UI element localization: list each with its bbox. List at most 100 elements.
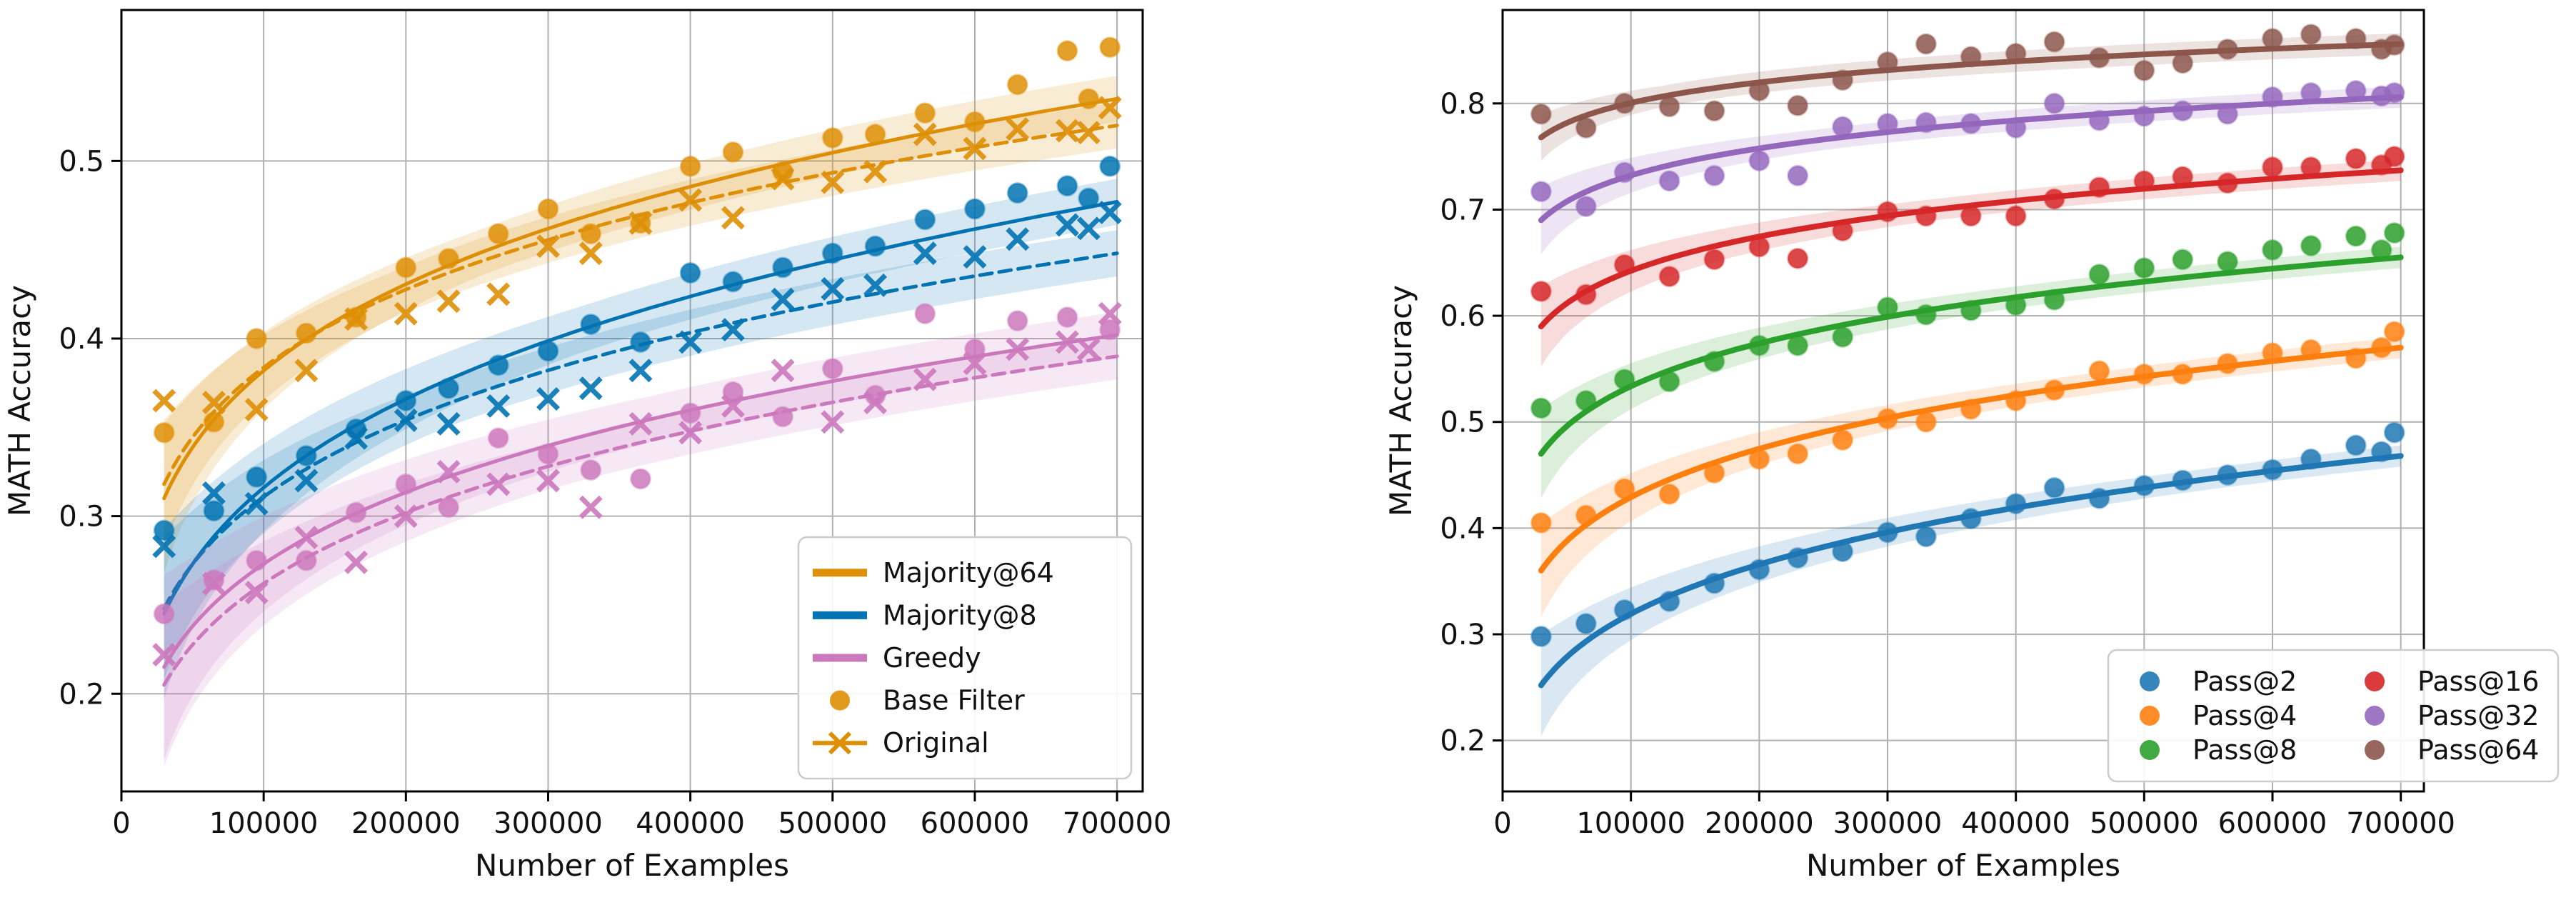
data-point-circle	[1613, 161, 1635, 184]
greedy-original-fit-band	[164, 333, 1118, 767]
legend-item-pass-2: Pass@2	[2140, 666, 2297, 697]
data-point-circle	[1876, 113, 1898, 135]
data-point-x	[394, 301, 418, 326]
data-point-x	[201, 571, 226, 596]
data-point-circle	[2261, 239, 2283, 261]
data-point-circle	[2300, 81, 2322, 104]
data-point-x	[771, 287, 795, 311]
data-point-circle	[2300, 339, 2322, 361]
data-point-circle	[2005, 205, 2027, 227]
data-point-x	[578, 495, 603, 519]
data-point-circle	[1832, 116, 1854, 138]
data-point-circle	[1915, 304, 1937, 326]
data-point-circle	[1960, 46, 1982, 68]
data-point-x	[821, 276, 845, 301]
data-point-x	[863, 273, 888, 297]
pass-2-points	[1530, 421, 2405, 647]
data-point-circle	[821, 127, 843, 149]
data-point-circle	[153, 603, 175, 625]
data-point-x	[1006, 227, 1030, 251]
data-point-circle	[1575, 284, 1597, 306]
data-point-circle	[1960, 507, 1982, 529]
data-point-circle	[2345, 79, 2367, 101]
data-point-circle	[1703, 164, 1725, 186]
data-point-circle	[821, 358, 843, 380]
data-point-x	[1055, 119, 1079, 143]
right-chart-pass-at-k-accuracy: 0 100000 200000 300000 400000 500000 600000 700…	[1288, 0, 2576, 900]
pass-2-fit	[1538, 453, 2404, 689]
data-point-circle	[1613, 369, 1635, 391]
data-point-circle	[2005, 294, 2027, 316]
data-point-circle	[1915, 33, 1937, 55]
data-point-circle	[438, 377, 460, 399]
data-point-circle	[2043, 188, 2065, 210]
y-tick-label: 0.8	[1440, 88, 1485, 121]
data-point-x	[294, 359, 319, 383]
data-point-x	[721, 318, 745, 342]
data-point-circle	[1658, 170, 1680, 192]
data-point-circle	[2383, 81, 2405, 104]
data-point-x	[678, 188, 703, 212]
data-point-x	[1076, 121, 1101, 145]
data-point-circle	[1575, 504, 1597, 526]
greedy-original-fit	[162, 354, 1119, 687]
legend-item-original: Original	[813, 727, 989, 759]
data-point-circle	[203, 411, 225, 433]
x-tick-label: 100000	[1576, 807, 1685, 840]
legend-label: Pass@32	[2417, 700, 2539, 731]
data-point-x	[913, 122, 937, 146]
data-point-circle	[1960, 113, 1982, 135]
data-point-circle	[1915, 205, 1937, 227]
data-point-x	[963, 351, 987, 376]
data-point-circle	[629, 331, 651, 353]
x-tick-label: 700000	[1063, 807, 1172, 840]
data-point-x	[436, 411, 461, 436]
data-point-circle	[1787, 247, 1809, 269]
data-point-circle	[295, 445, 317, 467]
data-point-circle	[1078, 88, 1100, 110]
data-point-x	[486, 394, 511, 418]
x-tick-label: 400000	[1961, 807, 2070, 840]
data-point-circle	[1787, 164, 1809, 186]
data-point-circle	[1832, 326, 1854, 348]
legend-label: Pass@16	[2417, 666, 2539, 697]
data-point-circle	[2172, 52, 2194, 74]
legend-label: Pass@8	[2192, 734, 2297, 766]
data-point-circle	[345, 501, 367, 524]
data-point-circle	[2383, 146, 2405, 168]
data-point-circle	[2345, 434, 2367, 456]
data-point-circle	[2345, 148, 2367, 170]
x-tick-label: 300000	[493, 807, 603, 840]
y-tick-label: 0.6	[1440, 300, 1485, 333]
legend-item-pass-32: Pass@32	[2365, 700, 2539, 731]
data-point-circle	[1703, 351, 1725, 373]
data-point-circle	[2217, 38, 2239, 60]
pass-8-fit	[1538, 254, 2404, 457]
majority-8-original-fit-band	[164, 230, 1118, 680]
data-point-circle	[487, 354, 509, 376]
data-point-x	[628, 211, 653, 235]
x-tick-label: 400000	[636, 807, 745, 840]
data-point-circle	[2043, 31, 2065, 53]
data-point-circle	[1006, 74, 1028, 96]
legend-dot-swatch	[2140, 740, 2160, 760]
data-point-circle	[2370, 441, 2392, 463]
data-point-circle	[722, 381, 744, 403]
data-point-x	[152, 643, 176, 667]
pass-16-points	[1530, 146, 2405, 306]
data-point-x	[244, 397, 269, 421]
legend-label: Original	[883, 727, 989, 759]
data-point-circle	[2088, 109, 2110, 131]
data-point-x	[436, 289, 461, 314]
data-point-circle	[2345, 225, 2367, 247]
data-point-circle	[1915, 111, 1937, 134]
data-point-circle	[1832, 429, 1854, 451]
data-point-circle	[246, 549, 268, 571]
data-point-circle	[1658, 96, 1680, 118]
legend-box	[797, 536, 1133, 780]
data-point-x	[1098, 96, 1122, 120]
data-point-circle	[2088, 176, 2110, 199]
pass-32-points	[1530, 79, 2405, 217]
data-point-circle	[864, 235, 886, 257]
